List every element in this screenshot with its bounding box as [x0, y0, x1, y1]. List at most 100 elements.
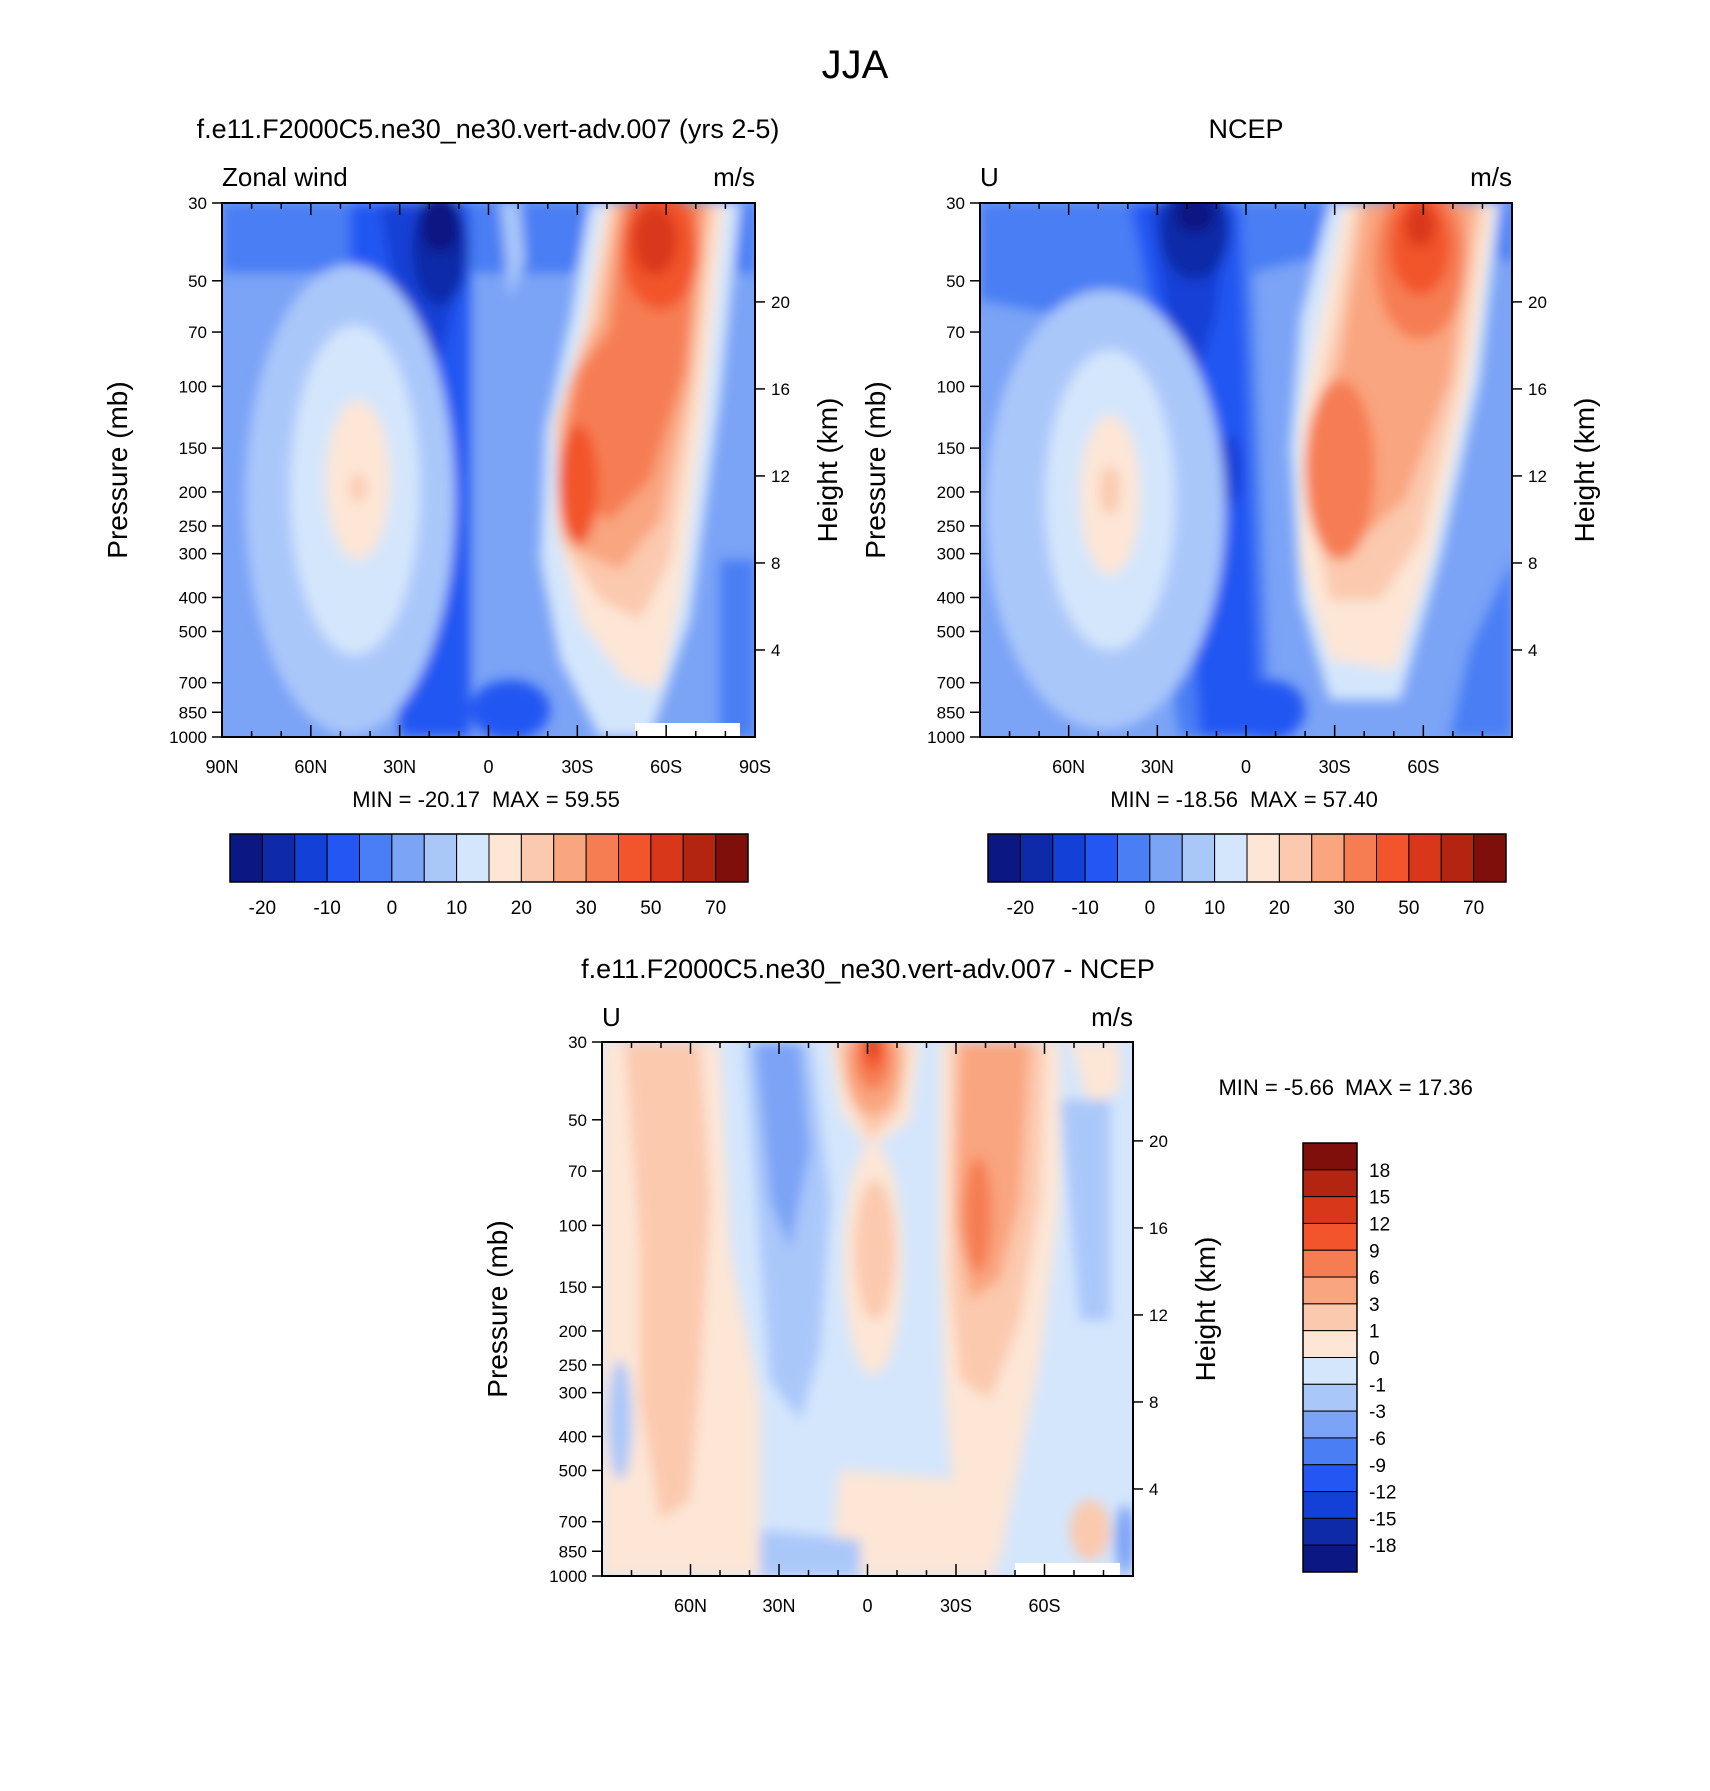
colorbar-label: -18: [1369, 1536, 1396, 1557]
colorbar-label: 6: [1369, 1268, 1380, 1289]
pressure-tick-label: 30: [946, 194, 965, 213]
contour-fill: [855, 1180, 895, 1320]
colorbar-frame: [229, 833, 749, 883]
latitude-tick-label: 30N: [383, 757, 416, 777]
colorbar-swatch: [1302, 1383, 1358, 1412]
colorbar-label: -9: [1369, 1456, 1386, 1477]
pressure-tick-label: 50: [568, 1111, 587, 1130]
pressure-tick-label: 70: [568, 1162, 587, 1181]
pressure-tick-label: 500: [559, 1461, 587, 1480]
pressure-tick-label: 250: [937, 517, 965, 536]
panel-diff: f.e11.F2000C5.ne30_ne30.vert-adv.007 - N…: [482, 954, 1473, 1616]
contour-fill: [420, 203, 460, 253]
colorbar-swatch: [1302, 1357, 1358, 1385]
pressure-tick-label: 30: [188, 194, 207, 213]
pressure-tick-label: 300: [179, 545, 207, 564]
latitude-tick-label: 60N: [294, 757, 327, 777]
panel-obs-units: m/s: [1470, 162, 1512, 192]
latitude-tick-label: 30N: [1141, 757, 1174, 777]
colorbar-label: -15: [1369, 1509, 1396, 1530]
latitude-tick-label: 0: [1241, 757, 1251, 777]
colorbar-swatch: [1302, 1196, 1358, 1224]
colorbar-label: 0: [1145, 898, 1156, 919]
pressure-tick-label: 300: [937, 545, 965, 564]
pressure-tick-label: 500: [937, 622, 965, 641]
height-axis-label: Height (km): [812, 398, 843, 543]
colorbar-label: -20: [249, 898, 276, 919]
colorbar-frame: [987, 833, 1507, 883]
colorbar-swatch: [1440, 833, 1475, 883]
latitude-tick-label: 90N: [205, 757, 238, 777]
contour-fill: [625, 1042, 710, 1520]
contour-fill: [1070, 1042, 1120, 1110]
panel-obs-contours: [980, 203, 1512, 737]
colorbar-swatch: [1302, 1517, 1358, 1546]
colorbar-swatch: [1246, 833, 1280, 883]
colorbar-swatch: [1408, 833, 1442, 883]
pressure-tick-label: 700: [179, 674, 207, 693]
colorbar-swatch: [1302, 1491, 1358, 1519]
colorbar-swatch: [1302, 1330, 1358, 1358]
colorbar-swatch: [1181, 833, 1216, 883]
pressure-tick-label: 150: [937, 439, 965, 458]
latitude-tick-label: 30N: [762, 1596, 795, 1616]
contour-fill: [558, 425, 598, 545]
colorbar-label: -12: [1369, 1483, 1396, 1504]
height-tick-label: 12: [771, 467, 790, 486]
pressure-tick-label: 150: [559, 1278, 587, 1297]
panel-diff-axes: 30 50 70 100 150 200 250 300 400 500 700 850 1000 20 1…: [482, 1033, 1221, 1616]
colorbar-swatch: [1214, 833, 1248, 883]
colorbar-label: -10: [1071, 898, 1098, 919]
panel-diff-title: f.e11.F2000C5.ne30_ne30.vert-adv.007 - N…: [581, 954, 1155, 984]
latitude-tick-label: 60S: [1407, 757, 1439, 777]
height-tick-label: 8: [1528, 554, 1537, 573]
panel-diff-min: MIN = -5.66: [1218, 1075, 1334, 1100]
contour-fill: [830, 1470, 1000, 1576]
colorbar-swatch: [1019, 833, 1054, 883]
pressure-tick-label: 100: [559, 1216, 587, 1235]
contour-fill: [1100, 465, 1120, 515]
colorbar-swatch: [326, 833, 360, 883]
colorbar-swatch: [391, 833, 425, 883]
panel-model-title: f.e11.F2000C5.ne30_ne30.vert-adv.007 (yr…: [197, 114, 780, 144]
colorbar-swatch: [1302, 1142, 1358, 1171]
colorbar-label: 10: [1204, 898, 1225, 919]
contour-fill: [350, 473, 366, 503]
colorbar-swatch: [1343, 833, 1377, 883]
pressure-tick-label: 400: [937, 588, 965, 607]
colorbar-swatch: [1302, 1276, 1358, 1305]
colorbar-swatch: [715, 833, 749, 883]
pressure-tick-label: 500: [179, 622, 207, 641]
contour-fill: [1390, 203, 1450, 295]
pressure-axis-label: Pressure (mb): [860, 381, 891, 558]
latitude-tick-label: 0: [483, 757, 493, 777]
panel-model-min: MIN = -20.17: [352, 787, 480, 812]
colorbar-swatch: [553, 833, 587, 883]
pressure-tick-label: 400: [559, 1427, 587, 1446]
colorbar-label: 10: [446, 898, 467, 919]
panel-model-left-string: Zonal wind: [222, 162, 348, 192]
colorbar-swatch: [1376, 833, 1410, 883]
height-axis-label: Height (km): [1190, 1237, 1221, 1382]
height-tick-label: 8: [1149, 1393, 1158, 1412]
panel-model-units: m/s: [713, 162, 755, 192]
latitude-tick-label: 60S: [650, 757, 682, 777]
colorbar-label: 30: [1334, 898, 1355, 919]
colorbar-swatch: [1302, 1410, 1358, 1439]
colorbar-label: 3: [1369, 1295, 1380, 1316]
height-tick-label: 8: [771, 554, 780, 573]
latitude-tick-label: 60N: [674, 1596, 707, 1616]
pressure-tick-label: 50: [188, 272, 207, 291]
colorbar-label: -1: [1369, 1375, 1386, 1396]
colorbar-swatch: [261, 833, 296, 883]
pressure-tick-label: 50: [946, 272, 965, 291]
latitude-tick-label: 60N: [1052, 757, 1085, 777]
colorbar-swatch: [1052, 833, 1086, 883]
height-tick-label: 12: [1528, 467, 1547, 486]
pressure-tick-label: 400: [179, 588, 207, 607]
colorbar-swatch: [1149, 833, 1183, 883]
latitude-tick-label: 30S: [561, 757, 593, 777]
colorbar-label: 20: [1269, 898, 1290, 919]
height-axis-label: Height (km): [1569, 398, 1600, 543]
colorbar-label: 50: [640, 898, 661, 919]
